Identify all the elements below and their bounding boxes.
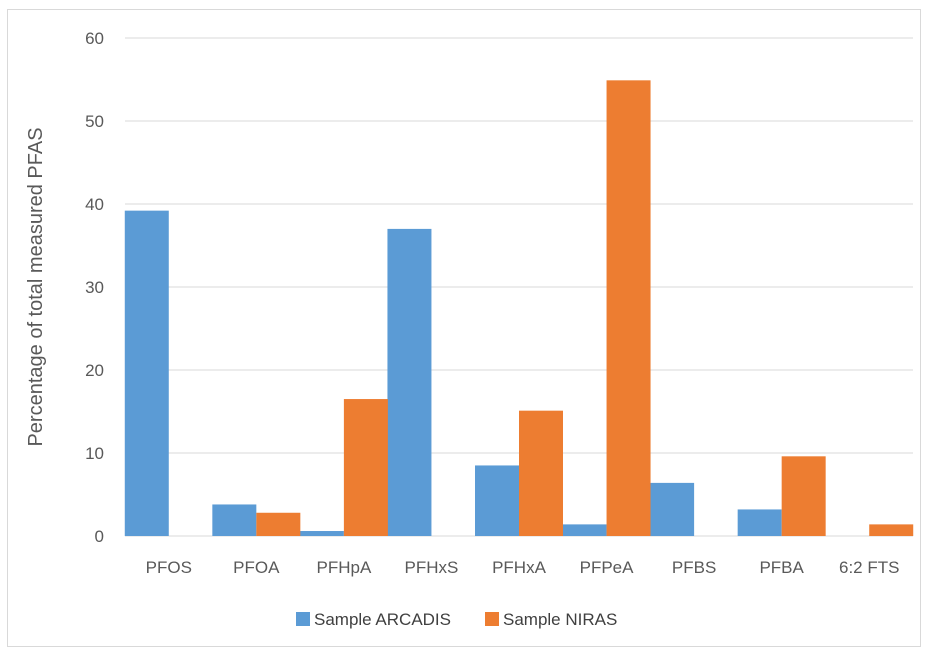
bar-sample-arcadis-pfhxa: [475, 465, 519, 536]
y-tick-label: 40: [85, 195, 104, 214]
y-tick-label: 10: [85, 444, 104, 463]
bar-sample-niras-pfhxa: [519, 410, 563, 536]
y-axis-ticks: 0 10 20 30 40 50 60: [85, 29, 104, 546]
bar-sample-arcadis-pfpea: [562, 524, 607, 536]
legend-swatch: [296, 612, 310, 626]
bar-sample-arcadis-pfos: [124, 210, 169, 536]
x-axis-ticks: PFOS PFOA PFHpA PFHxS PFHxA PFPeA PFBS PFBA 6:2 …: [146, 558, 900, 577]
y-tick-label: 50: [85, 112, 104, 131]
y-tick-label: 30: [85, 278, 104, 297]
x-tick-label: PFHpA: [316, 558, 371, 577]
x-tick-label: PFHxA: [492, 558, 547, 577]
y-tick-label: 60: [85, 29, 104, 48]
legend-label: Sample NIRAS: [503, 610, 617, 629]
legend: Sample ARCADIS Sample NIRAS: [296, 610, 617, 629]
bar-sample-niras-pfoa: [256, 512, 301, 536]
bar-sample-arcadis-pfhxs: [387, 228, 432, 536]
x-tick-label: PFOS: [146, 558, 192, 577]
x-tick-label: PFOA: [233, 558, 280, 577]
y-tick-label: 20: [85, 361, 104, 380]
bar-sample-niras-pfpea: [606, 80, 651, 536]
bar-sample-arcadis-pfba: [737, 509, 782, 536]
y-axis-title: Percentage of total measured PFAS: [25, 127, 47, 446]
bar-sample-niras-pfhpa: [343, 399, 388, 536]
legend-swatch: [485, 612, 499, 626]
bars: [124, 80, 914, 536]
bar-sample-niras-6-2-fts: [869, 524, 914, 536]
chart-frame: [7, 9, 921, 647]
x-tick-label: PFHxS: [405, 558, 459, 577]
x-tick-label: PFBA: [759, 558, 804, 577]
legend-label: Sample ARCADIS: [314, 610, 451, 629]
bar-sample-arcadis-pfbs: [650, 482, 695, 536]
x-tick-label: PFPeA: [580, 558, 635, 577]
x-tick-label: PFBS: [672, 558, 716, 577]
bar-sample-arcadis-pfhpa: [299, 531, 344, 536]
x-tick-label: 6:2 FTS: [839, 558, 899, 577]
bar-sample-arcadis-pfoa: [212, 504, 257, 536]
bar-sample-niras-pfba: [781, 456, 826, 536]
y-tick-label: 0: [95, 527, 104, 546]
